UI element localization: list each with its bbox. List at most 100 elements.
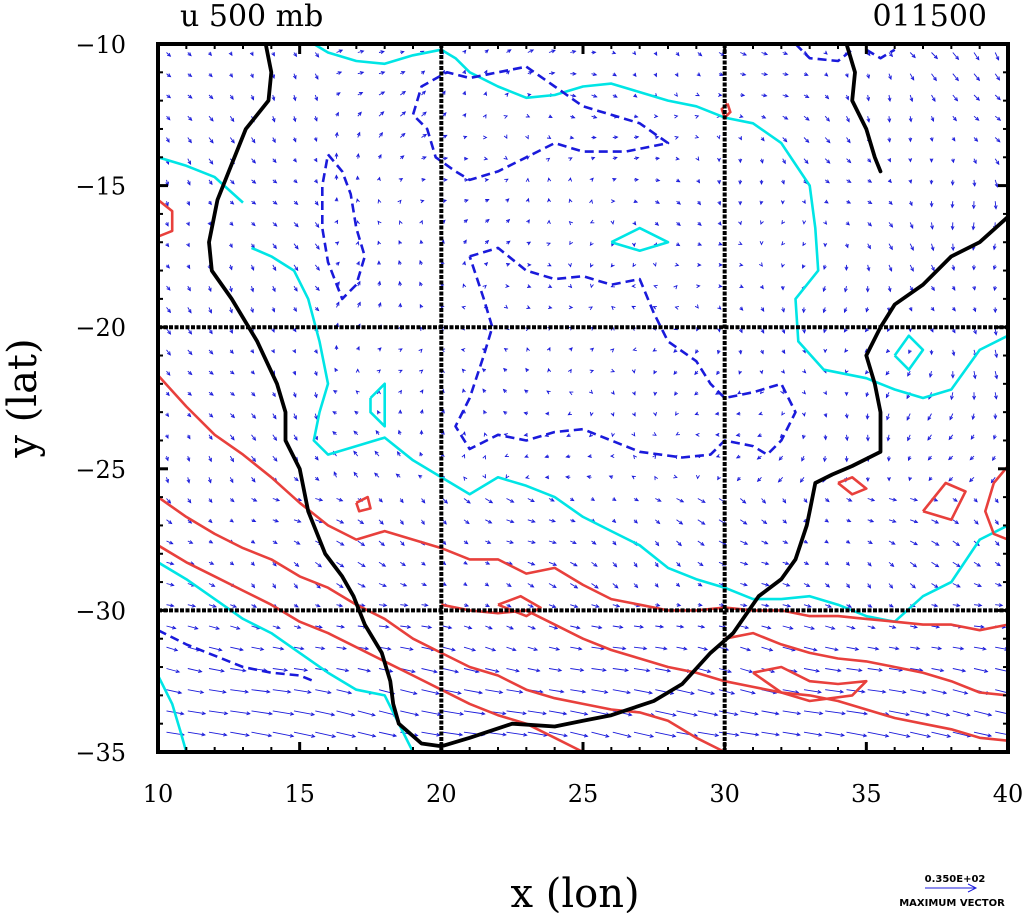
wind-vector bbox=[570, 731, 589, 738]
wind-vector bbox=[969, 476, 975, 483]
wind-vector bbox=[228, 51, 233, 57]
wind-vector bbox=[802, 220, 807, 225]
wind-vector bbox=[866, 73, 871, 79]
wind-vector bbox=[334, 367, 339, 373]
wind-vector bbox=[187, 625, 199, 630]
wind-vector bbox=[358, 753, 376, 757]
wind-vector bbox=[673, 348, 678, 353]
wind-vector bbox=[973, 328, 977, 335]
wind-vector bbox=[633, 177, 640, 182]
wind-vector bbox=[376, 369, 381, 374]
wind-vector bbox=[909, 94, 914, 103]
wind-vector bbox=[654, 583, 659, 588]
wind-vector bbox=[378, 111, 385, 117]
wind-vector bbox=[673, 284, 678, 290]
wind-vector bbox=[568, 198, 573, 203]
wind-vector bbox=[825, 731, 846, 737]
wind-vector bbox=[994, 179, 999, 188]
wind-vector bbox=[633, 562, 638, 568]
wind-vector bbox=[482, 454, 487, 460]
wind-vector bbox=[782, 115, 789, 120]
wind-vector bbox=[398, 240, 403, 245]
wind-vector bbox=[910, 497, 919, 502]
wind-vector bbox=[654, 562, 659, 568]
wind-vector bbox=[803, 583, 811, 587]
wind-vector bbox=[909, 561, 918, 568]
wind-vector bbox=[761, 93, 768, 98]
wind-vector bbox=[251, 391, 256, 397]
wind-vector bbox=[994, 73, 1001, 81]
wind-vector bbox=[547, 367, 552, 373]
wind-vector bbox=[760, 307, 765, 313]
wind-vector bbox=[697, 263, 702, 267]
wind-vector bbox=[462, 69, 466, 75]
wind-vector bbox=[910, 519, 919, 524]
wind-vector bbox=[740, 582, 748, 587]
wind-vector bbox=[506, 498, 515, 503]
wind-vector bbox=[419, 281, 423, 287]
wind-vector bbox=[929, 137, 934, 142]
wind-vector bbox=[803, 646, 818, 652]
wind-vector bbox=[461, 453, 466, 459]
wind-vector bbox=[419, 429, 424, 435]
wind-vector bbox=[208, 625, 220, 630]
wind-vector bbox=[421, 177, 426, 182]
wind-vector bbox=[334, 197, 339, 202]
wind-vector bbox=[993, 307, 998, 314]
wind-vector bbox=[844, 264, 849, 272]
wind-vector bbox=[906, 413, 911, 421]
wind-vector bbox=[589, 241, 594, 247]
wind-vector bbox=[229, 179, 235, 185]
wind-vector bbox=[187, 349, 193, 356]
wind-vector bbox=[356, 345, 360, 351]
wind-vector bbox=[570, 689, 587, 694]
wind-vector bbox=[546, 346, 551, 352]
wind-vector bbox=[293, 52, 298, 58]
wind-vector bbox=[378, 561, 387, 567]
wind-vector bbox=[676, 498, 685, 503]
wind-vector bbox=[442, 668, 460, 674]
wind-vector bbox=[271, 52, 275, 57]
wind-vector bbox=[632, 72, 637, 78]
wind-vector bbox=[865, 413, 870, 420]
wind-vector bbox=[294, 753, 315, 758]
wind-vector bbox=[655, 156, 661, 161]
red-contour bbox=[752, 665, 868, 703]
wind-vector bbox=[695, 349, 699, 354]
wind-vector bbox=[186, 434, 191, 440]
wind-vector bbox=[803, 689, 822, 694]
wind-vector bbox=[995, 731, 1008, 736]
red-contour bbox=[158, 374, 1008, 632]
wind-vector bbox=[419, 451, 424, 457]
wind-vector bbox=[654, 135, 660, 140]
wind-vector bbox=[868, 753, 888, 758]
wind-vector bbox=[400, 155, 405, 160]
cyan-contour bbox=[158, 674, 188, 752]
wind-vector bbox=[336, 624, 346, 629]
wind-vector bbox=[735, 433, 741, 437]
wind-vector bbox=[334, 219, 339, 225]
wind-vector bbox=[548, 646, 561, 651]
wind-vector bbox=[419, 408, 424, 414]
wind-vector bbox=[272, 285, 276, 293]
wind-vector bbox=[824, 158, 831, 164]
wind-vector bbox=[803, 710, 824, 716]
wind-vector bbox=[674, 262, 680, 267]
wind-vector bbox=[504, 178, 509, 183]
wind-vector bbox=[527, 498, 535, 503]
wind-vector bbox=[313, 370, 318, 377]
wind-vector bbox=[166, 498, 172, 504]
wind-vector bbox=[398, 260, 402, 266]
wind-vector bbox=[398, 369, 403, 374]
wind-vector bbox=[760, 137, 765, 142]
wind-vector bbox=[738, 262, 744, 267]
wind-vector bbox=[739, 114, 744, 118]
wind-vector bbox=[418, 348, 423, 353]
wind-vector bbox=[251, 498, 258, 502]
wind-vector bbox=[570, 646, 583, 651]
wind-vector bbox=[994, 519, 999, 526]
wind-vector bbox=[846, 137, 851, 144]
wind-vector bbox=[888, 561, 895, 567]
wind-vector bbox=[715, 432, 720, 437]
wind-vector bbox=[825, 710, 846, 716]
